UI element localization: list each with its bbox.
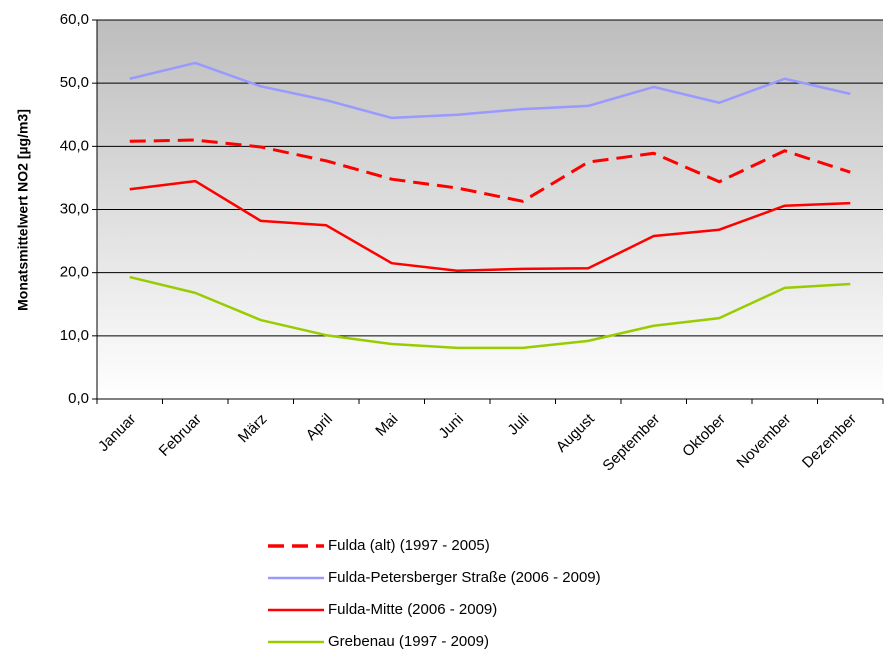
y-tick-label: 20,0 (60, 264, 89, 281)
legend-label: Fulda-Petersberger Straße (2006 - 2009) (328, 569, 601, 586)
x-tick-label: September (599, 411, 663, 475)
y-axis-title: Monatsmittelwert NO2 [µg/m3] (15, 109, 31, 311)
y-tick-label: 10,0 (60, 327, 89, 344)
x-tick-label: Juli (504, 411, 532, 439)
y-tick-label: 30,0 (60, 200, 89, 217)
line-series (129, 275, 851, 350)
y-tick-label: 40,0 (60, 137, 89, 154)
x-tick-label: August (553, 410, 599, 456)
x-tick-label: Februar (156, 411, 205, 460)
x-tick-label: November (733, 411, 794, 472)
y-tick-label: 0,0 (68, 390, 89, 407)
x-tick-label: Januar (95, 411, 139, 455)
x-tick-label: Dezember (799, 411, 860, 472)
legend-label: Fulda-Mitte (2006 - 2009) (328, 601, 497, 618)
y-tick-label: 50,0 (60, 74, 89, 91)
line-series (129, 138, 851, 203)
x-tick-label: April (303, 411, 336, 444)
line-series (129, 61, 851, 120)
line-series (129, 179, 851, 273)
x-tick-label: Juni (435, 411, 466, 442)
y-tick-label: 60,0 (60, 11, 89, 28)
x-tick-label: Mai (372, 411, 401, 440)
x-tick-label: März (235, 411, 271, 447)
legend-label: Fulda (alt) (1997 - 2005) (328, 537, 490, 554)
legend-label: Grebenau (1997 - 2009) (328, 633, 489, 650)
x-tick-label: Oktober (679, 411, 729, 461)
